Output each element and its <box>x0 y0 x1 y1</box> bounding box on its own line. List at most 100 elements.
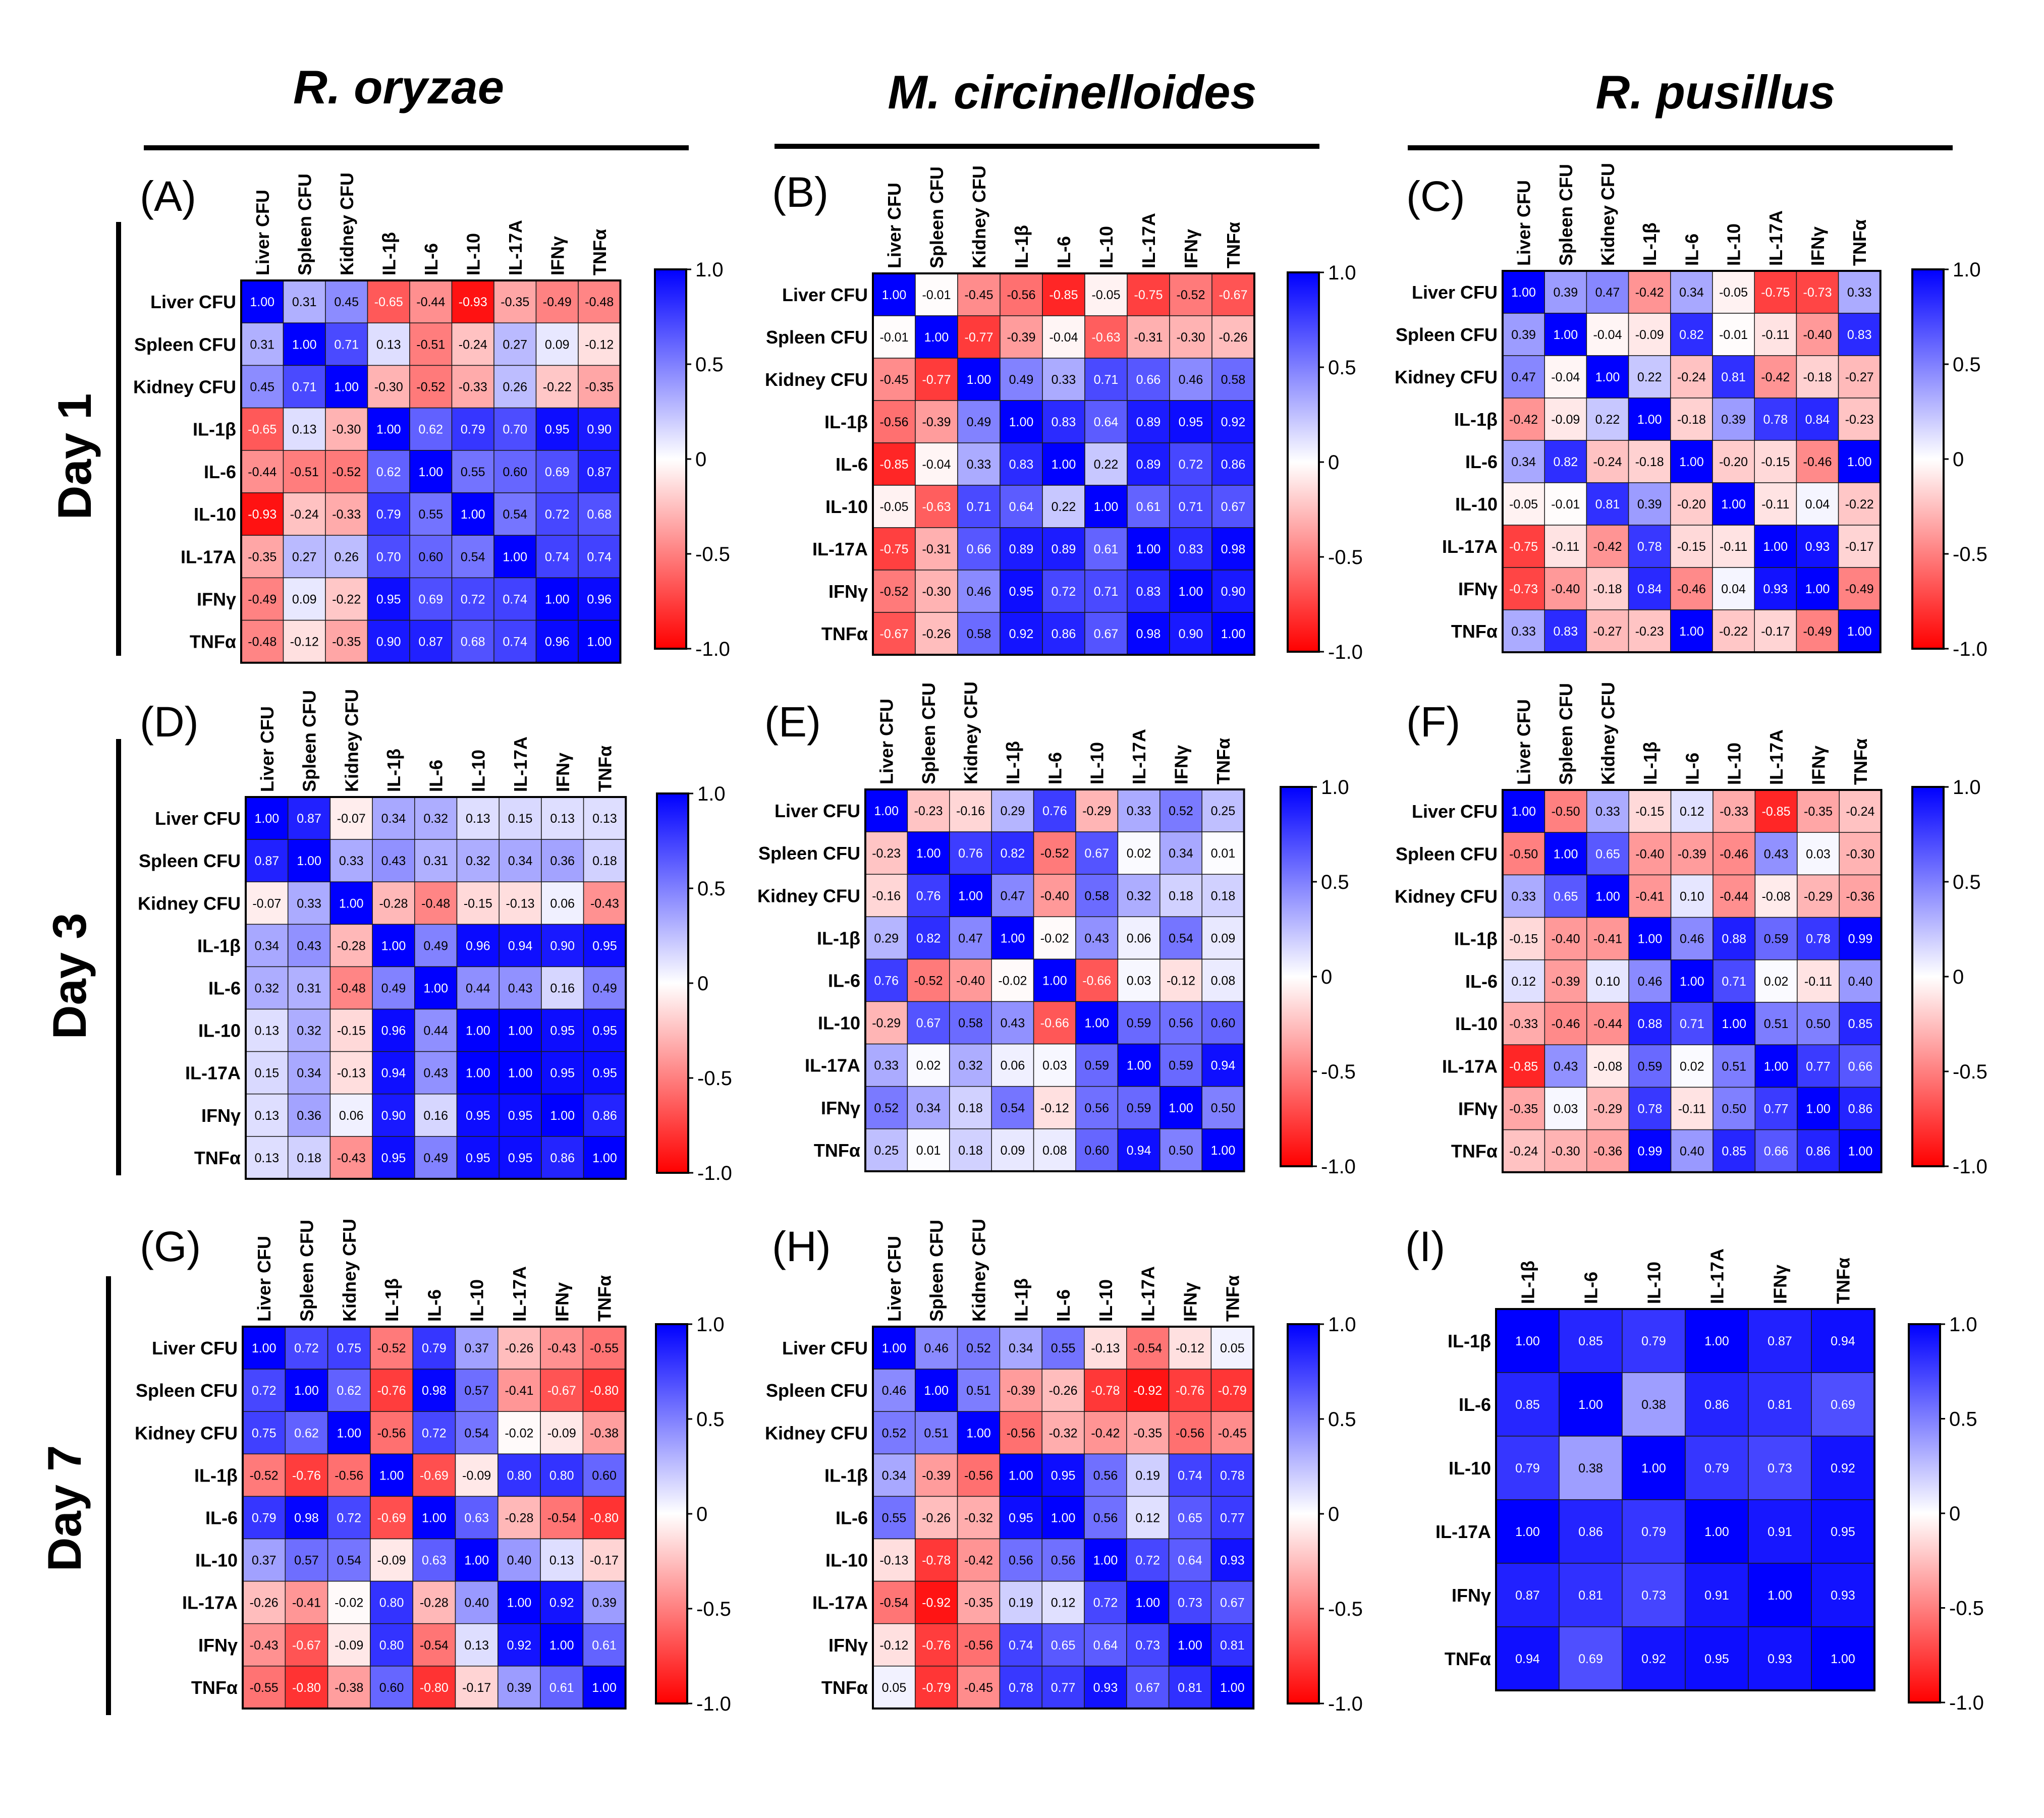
heatmap-cell <box>499 1008 542 1052</box>
colorbar-tick-label: 0.5 <box>695 354 724 376</box>
heatmap-cell <box>1084 1326 1127 1370</box>
heatmap-cell <box>1033 1001 1076 1045</box>
cell-value-label: -0.11 <box>1678 1102 1706 1116</box>
heatmap-cell <box>1084 1580 1127 1624</box>
heatmap-cell <box>1127 442 1170 486</box>
cell-value-label: 0.81 <box>1767 1398 1792 1412</box>
heatmap-cell <box>1168 1411 1212 1455</box>
heatmap-cell <box>1502 609 1545 653</box>
cell-value-label: 0.19 <box>1009 1596 1033 1610</box>
colorbar-tick-label: 0.5 <box>1321 871 1349 893</box>
heatmap-cell <box>1211 358 1255 401</box>
cell-value-label: 1.00 <box>508 1024 533 1038</box>
cell-value-label: -0.56 <box>880 415 909 429</box>
heatmap-cell <box>1628 525 1671 568</box>
heatmap-cell <box>1117 1086 1161 1129</box>
cell-value-label: -0.44 <box>416 295 445 309</box>
cell-value-label: -0.15 <box>1677 540 1706 554</box>
cell-value-label: 1.00 <box>297 854 321 868</box>
colorbar-tick-label: 0 <box>1321 966 1332 988</box>
cell-value-label: 0.58 <box>1221 373 1246 387</box>
cell-value-label: 0.65 <box>1178 1511 1202 1525</box>
cell-value-label: 0.39 <box>507 1681 532 1695</box>
cell-value-label: 0.39 <box>1637 497 1662 512</box>
heatmap-cell <box>1502 567 1545 610</box>
cell-value-label: 1.00 <box>1679 455 1704 469</box>
colorbar <box>656 792 689 1174</box>
column-label-kidney-cfu: Kidney CFU <box>337 173 357 275</box>
cell-value-label: 0.32 <box>423 812 448 826</box>
cell-value-label: 0.15 <box>255 1066 280 1081</box>
cell-value-label: 0.61 <box>592 1638 617 1653</box>
cell-value-label: -0.26 <box>250 1596 279 1610</box>
cell-value-label: 1.00 <box>1136 542 1161 556</box>
cell-value-label: 0.95 <box>1704 1652 1729 1666</box>
heatmap-cell <box>1796 609 1839 653</box>
column-label-ifn: IFNγ <box>1808 746 1829 785</box>
cell-value-label: -0.76 <box>922 1638 951 1653</box>
heatmap-cell <box>412 1496 456 1540</box>
heatmap-cell <box>242 1666 286 1709</box>
cell-value-label: 1.00 <box>1680 975 1704 989</box>
heatmap-cell <box>915 1496 958 1540</box>
cell-value-label: -0.76 <box>377 1384 406 1398</box>
cell-value-label: -0.67 <box>1219 288 1248 302</box>
panel-label: (D) <box>140 698 199 746</box>
cell-value-label: 1.00 <box>1094 500 1119 514</box>
heatmap-cell <box>582 1369 626 1412</box>
heatmap-cell <box>1754 270 1797 314</box>
heatmap-cell <box>1622 1563 1686 1627</box>
heatmap-cell <box>1559 1626 1623 1691</box>
colorbar-tick-label: 0 <box>696 1503 707 1525</box>
cell-value-label: 1.00 <box>1135 1596 1160 1610</box>
row-label-ifn: IFNγ <box>1458 579 1498 599</box>
cell-value-label: 0.03 <box>1127 974 1151 988</box>
cell-value-label: 0.94 <box>381 1066 406 1081</box>
colorbar-tick-label: -1.0 <box>1949 1692 1984 1714</box>
cell-value-label: 1.00 <box>1595 370 1620 384</box>
heatmap-cell <box>1586 1129 1629 1173</box>
heatmap-cell <box>1159 916 1202 960</box>
cell-value-label: 1.00 <box>1051 1511 1076 1525</box>
heatmap-cell <box>915 485 958 528</box>
heatmap-cell <box>1586 440 1629 483</box>
cell-value-label: 0.49 <box>967 415 991 429</box>
column-label-tnf: TNFα <box>1213 738 1234 784</box>
heatmap-cell <box>1544 397 1587 441</box>
cell-value-label: 1.00 <box>545 593 570 607</box>
cell-value-label: 1.00 <box>381 939 406 953</box>
cell-value-label: 1.00 <box>1169 1101 1193 1115</box>
column-label-il-17a: IL-17A <box>505 220 526 275</box>
heatmap-cell <box>1502 525 1545 568</box>
column-label-il-10: IL-10 <box>1644 1262 1665 1304</box>
cell-value-label: 1.00 <box>1178 1638 1202 1653</box>
heatmap-cell <box>1628 313 1671 356</box>
cell-value-label: -0.77 <box>965 330 993 345</box>
heatmap-cell <box>1712 917 1756 960</box>
cell-value-label: 1.00 <box>1806 1102 1831 1116</box>
row-label-il-6: IL-6 <box>1465 451 1498 472</box>
cell-value-label: 1.00 <box>1052 458 1076 472</box>
cell-value-label: 0.13 <box>255 1024 280 1038</box>
heatmap-cell <box>1201 1128 1245 1172</box>
heatmap-cell <box>957 1411 1001 1455</box>
heatmap-cell <box>1084 442 1128 486</box>
heatmap-frame <box>872 1326 1255 1710</box>
column-label-il-17a: IL-17A <box>510 736 531 792</box>
colorbar-tick-label: 1.0 <box>1328 262 1356 284</box>
cell-value-label: 0.98 <box>1221 542 1246 556</box>
cell-value-label: 0.59 <box>1638 1059 1663 1073</box>
cell-value-label: 0.83 <box>1052 415 1076 429</box>
heatmap-cell <box>1159 789 1202 832</box>
column-title-r-oryzae: R. oryzae <box>293 61 504 113</box>
cell-value-label: 0.05 <box>1220 1341 1245 1355</box>
cell-value-label: 0.60 <box>418 550 443 564</box>
heatmap-cell <box>1796 567 1839 610</box>
cell-value-label: 0.33 <box>1847 286 1872 300</box>
heatmap-cell <box>949 916 992 960</box>
cell-value-label: -0.49 <box>543 295 572 309</box>
cell-value-label: -0.29 <box>872 1016 901 1031</box>
heatmap-cell <box>541 966 584 1010</box>
heatmap-cell <box>1628 567 1671 610</box>
heatmap-cell <box>412 1369 456 1412</box>
